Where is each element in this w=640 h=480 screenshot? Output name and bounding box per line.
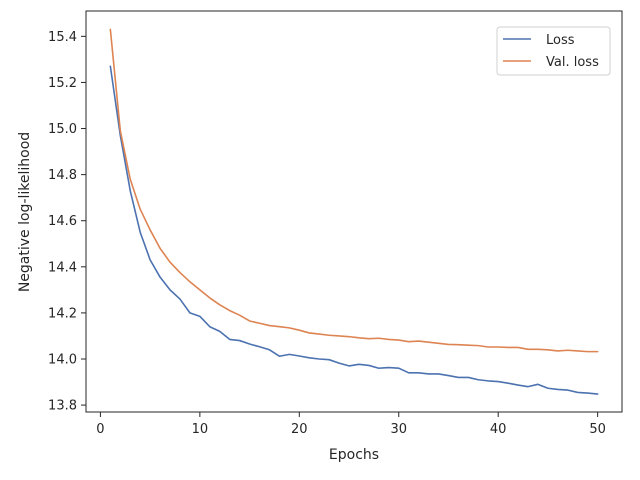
legend: Loss Val. loss: [496, 26, 611, 76]
y-tick-label: 15.2: [48, 76, 77, 91]
x-axis-label: Epochs: [329, 447, 379, 463]
y-tick-label: 14.0: [48, 352, 77, 367]
y-tick-label: 14.6: [48, 214, 77, 229]
series-line-loss: [109, 65, 599, 395]
x-tick-label: 30: [390, 422, 407, 437]
x-tick-label: 0: [96, 422, 104, 437]
y-tick-label: 13.8: [48, 399, 77, 414]
x-tick-label: 50: [589, 422, 606, 437]
x-tick-label: 10: [192, 422, 209, 437]
y-tick-label: 14.8: [48, 168, 77, 183]
y-tick-label: 14.4: [48, 260, 77, 275]
y-tick-label: 15.0: [48, 122, 77, 137]
x-axis-ticks: 0 10 20 30 40 50: [96, 412, 606, 437]
y-tick-label: 15.4: [48, 30, 77, 45]
legend-label-val-loss: Val. loss: [546, 55, 599, 70]
x-tick-label: 40: [490, 422, 507, 437]
plot-frame: [85, 10, 623, 413]
plot-lines: [109, 28, 599, 395]
legend-label-loss: Loss: [546, 33, 575, 48]
y-axis-label: Negative log-likelihood: [17, 132, 33, 292]
y-tick-label: 14.2: [48, 306, 77, 321]
series-line-val-loss: [109, 28, 599, 353]
y-axis-ticks: 13.8 14.0 14.2 14.4 14.6 14.8 15.0 15.2 15.4: [48, 30, 86, 414]
x-tick-label: 20: [291, 422, 308, 437]
